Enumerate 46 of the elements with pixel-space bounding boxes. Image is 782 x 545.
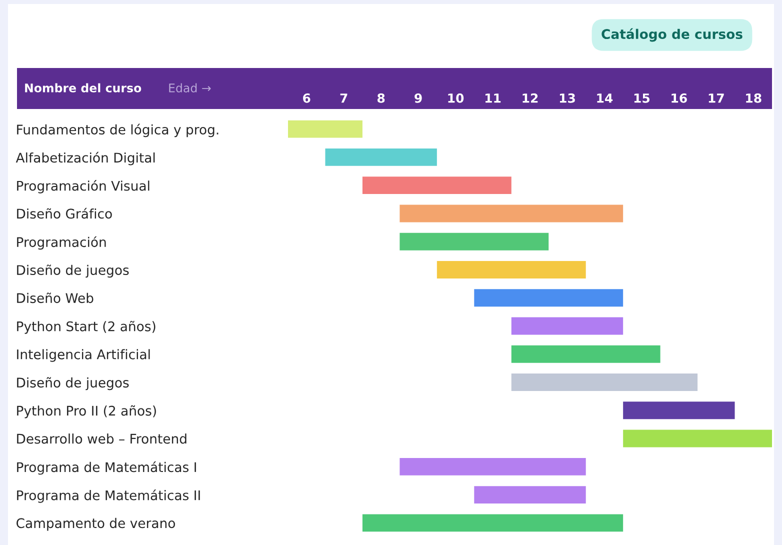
x-tick-label: 14 <box>597 94 613 103</box>
y-tick-label: Diseño de juegos <box>17 264 129 278</box>
y-tick-label: Diseño Web <box>17 292 94 304</box>
bar <box>400 458 586 476</box>
bar <box>400 204 624 222</box>
bar <box>288 120 362 138</box>
y-tick-label: Diseño Gráfico <box>17 208 112 219</box>
bar <box>400 232 549 250</box>
y-tick-label: Programación Visual <box>17 180 150 194</box>
x-tick-label: 13 <box>560 93 575 103</box>
bar <box>623 402 735 420</box>
text: Catálogo de cursos <box>602 28 742 42</box>
bar <box>474 486 586 504</box>
x-tick-label: 6 <box>303 93 310 103</box>
x-tick-label: 12 <box>522 93 538 103</box>
x-tick-label: 11 <box>485 94 501 103</box>
bar <box>436 261 586 278</box>
y-tick-label: Campamento de verano <box>16 518 175 531</box>
bar <box>623 430 772 448</box>
y-tick-label: Alfabetización Digital <box>16 152 155 166</box>
x-tick-label: 18 <box>746 93 762 103</box>
y-tick-label: Programa de Matemáticas II <box>17 490 200 503</box>
y-tick-label: Desarrollo web – Frontend <box>17 434 186 444</box>
bar <box>325 148 437 166</box>
y-axis-title: Nombre del curso <box>25 83 142 92</box>
x-tick-label: 15 <box>634 94 650 103</box>
y-tick-label: Programación <box>17 236 106 250</box>
x-tick-label: 7 <box>340 94 348 103</box>
y-tick-label: Diseño de juegos <box>17 377 129 390</box>
bar <box>511 317 624 335</box>
x-tick-label: 17 <box>708 94 724 103</box>
bar <box>511 374 698 391</box>
bar <box>362 514 624 532</box>
x-tick-label: 16 <box>672 93 687 103</box>
y-tick-label: Python Pro II (2 años) <box>17 405 156 418</box>
y-tick-label: Inteligencia Artificial <box>17 349 150 362</box>
x-tick-label: 9 <box>414 93 422 103</box>
x-tick-label: 10 <box>448 93 464 103</box>
y-tick-label: Python Start (2 años) <box>17 320 156 334</box>
bar <box>474 289 624 307</box>
bar <box>511 345 660 363</box>
x-tick-label: 8 <box>377 93 385 103</box>
y-tick-label: Fundamentos de lógica y prog. <box>17 124 218 138</box>
y-tick-label: Programa de Matemáticas I <box>17 461 196 475</box>
bar <box>362 176 512 194</box>
x-axis-title: Edad → <box>169 83 211 92</box>
